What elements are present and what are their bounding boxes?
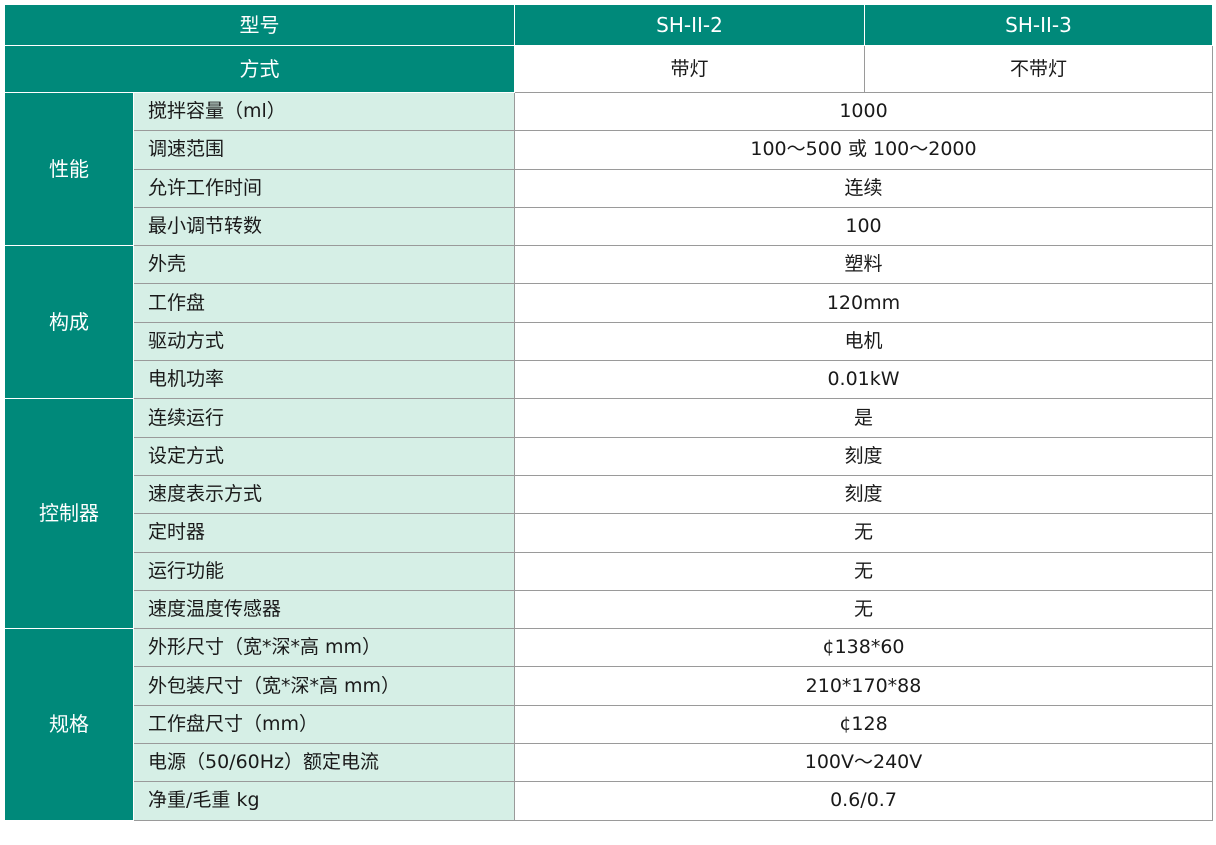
group-label: 控制器 — [4, 398, 134, 630]
spec-label: 运行功能 — [133, 551, 515, 591]
spec-value: 无 — [514, 589, 1213, 630]
model-header-label: 型号 — [4, 4, 515, 46]
spec-value: 连续 — [514, 168, 1213, 208]
spec-label: 净重/毛重 kg — [133, 781, 515, 821]
model-row: 型号 SH-II-2 SH-II-3 — [4, 4, 1213, 46]
table-row: 构成 外壳 塑料 — [4, 245, 1213, 400]
spec-label: 速度表示方式 — [133, 474, 515, 515]
spec-value: 100 — [514, 206, 1213, 247]
spec-label: 定时器 — [133, 513, 515, 553]
table-row: 控制器 连续运行是 — [4, 398, 1213, 630]
table-row: 速度温度传感器无 — [5, 589, 1213, 630]
table-row: 驱动方式 电机 — [5, 321, 1213, 362]
group-label: 规格 — [4, 628, 134, 821]
table-row: 规格 外形尺寸（宽*深*高 mm） ¢138*60 — [4, 628, 1213, 821]
spec-label: 外形尺寸（宽*深*高 mm） — [133, 628, 515, 668]
spec-label: 最小调节转数 — [133, 206, 515, 247]
table-row: 外包装尺寸（宽*深*高 mm） 210*170*88 — [5, 666, 1213, 706]
spec-label: 工作盘 — [133, 283, 515, 323]
spec-value: 100V～240V — [514, 743, 1213, 783]
table-row: 工作盘尺寸（mm） ¢128 — [5, 704, 1213, 745]
table-row: 性能 搅拌容量（ml） 1000 — [4, 91, 1213, 247]
spec-value: ¢138*60 — [514, 628, 1213, 668]
table-row: 调速范围 100～500 或 100～2000 — [5, 130, 1213, 170]
table-row: 电源（50/60Hz）额定电流 100V～240V — [5, 743, 1213, 783]
spec-label: 电源（50/60Hz）额定电流 — [133, 743, 515, 783]
spec-label: 驱动方式 — [133, 321, 515, 362]
model-sh-ii-2: SH-II-2 — [514, 4, 865, 46]
group-label: 构成 — [4, 245, 134, 400]
spec-value: 刻度 — [514, 474, 1213, 515]
spec-value: 塑料 — [514, 245, 1213, 285]
spec-value: 无 — [514, 551, 1213, 591]
spec-value: 120mm — [514, 283, 1213, 323]
table-row: 净重/毛重 kg 0.6/0.7 — [5, 781, 1213, 821]
spec-value: 是 — [514, 398, 1213, 438]
spec-table: 型号 SH-II-2 SH-II-3 方式 带灯 不带灯 性能 搅拌容量（ml） 1… — [4, 4, 1213, 821]
spec-value: 1000 — [514, 91, 1213, 132]
spec-value: 电机 — [514, 321, 1213, 362]
table-row: 电机功率 0.01kW — [5, 360, 1213, 400]
table-row: 设定方式 刻度 — [5, 436, 1213, 476]
spec-label: 允许工作时间 — [133, 168, 515, 208]
table-row: 工作盘 120mm — [5, 283, 1213, 323]
spec-label: 外包装尺寸（宽*深*高 mm） — [133, 666, 515, 706]
spec-value: 210*170*88 — [514, 666, 1213, 706]
spec-value: ¢128 — [514, 704, 1213, 745]
mode-with-light: 带灯 — [514, 45, 865, 93]
table-row: 最小调节转数 100 — [5, 206, 1213, 247]
spec-value: 0.6/0.7 — [514, 781, 1213, 821]
spec-label: 设定方式 — [133, 436, 515, 476]
mode-row: 方式 带灯 不带灯 — [4, 45, 1213, 93]
table-row: 速度表示方式 刻度 — [5, 474, 1213, 515]
spec-label: 外壳 — [133, 245, 515, 285]
table-row: 运行功能无 — [5, 551, 1213, 591]
table-row: 允许工作时间 连续 — [5, 168, 1213, 208]
model-sh-ii-3: SH-II-3 — [864, 4, 1213, 46]
spec-value: 刻度 — [514, 436, 1213, 476]
mode-without-light: 不带灯 — [864, 45, 1213, 93]
table-row: 定时器无 — [5, 513, 1213, 553]
spec-label: 搅拌容量（ml） — [133, 91, 515, 132]
spec-value: 0.01kW — [514, 360, 1213, 400]
spec-value: 无 — [514, 513, 1213, 553]
spec-label: 电机功率 — [133, 360, 515, 400]
mode-header-label: 方式 — [4, 45, 515, 93]
spec-label: 调速范围 — [133, 130, 515, 170]
group-label: 性能 — [4, 91, 134, 247]
spec-label: 速度温度传感器 — [133, 589, 515, 630]
spec-label: 工作盘尺寸（mm） — [133, 704, 515, 745]
spec-label: 连续运行 — [133, 398, 515, 438]
spec-value: 100～500 或 100～2000 — [514, 130, 1213, 170]
